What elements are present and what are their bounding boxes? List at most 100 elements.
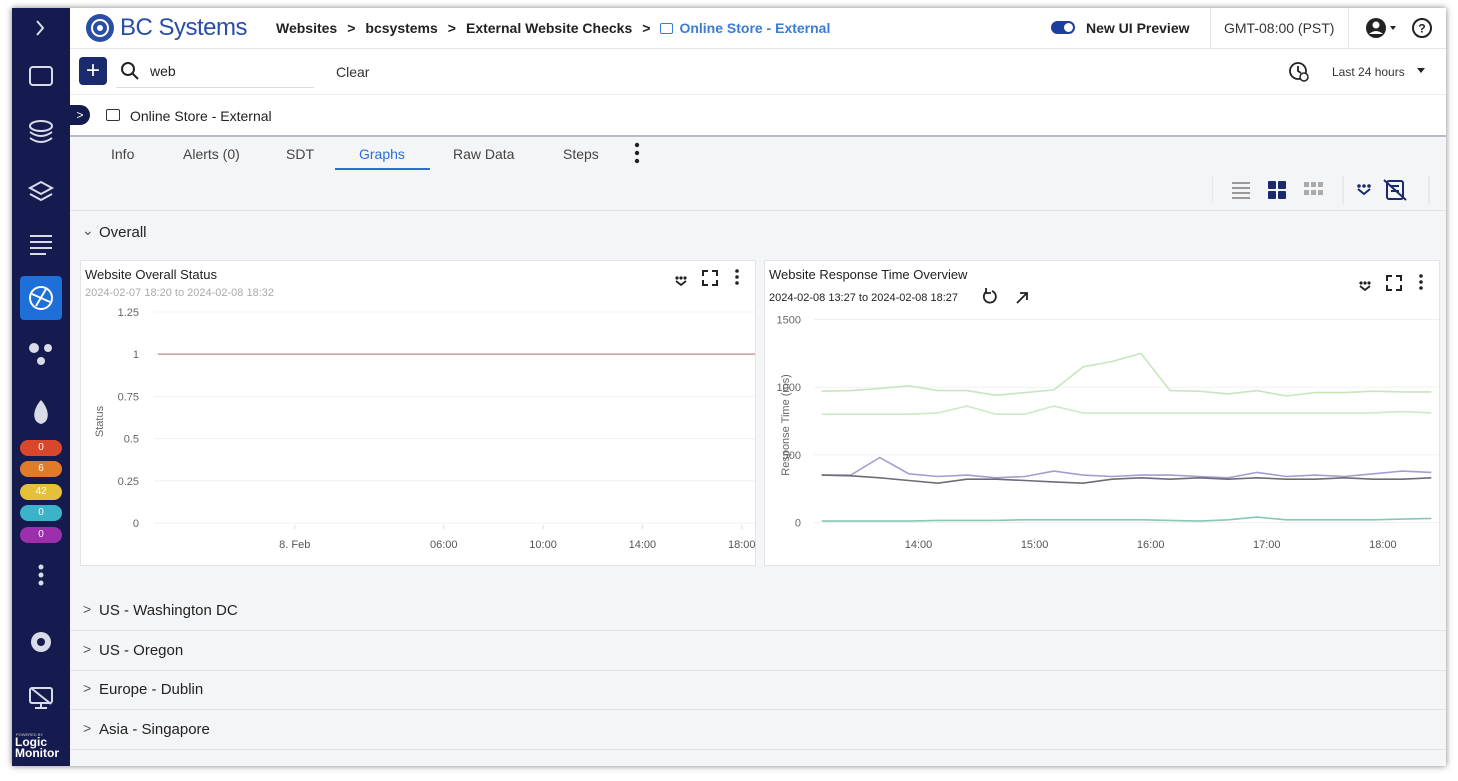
y-tick-label: 1500 bbox=[777, 315, 801, 327]
filter-icon[interactable] bbox=[675, 276, 686, 285]
caret[interactable] bbox=[1416, 67, 1426, 75]
y-tick-label: 0 bbox=[795, 517, 801, 529]
separator: > bbox=[347, 20, 355, 36]
section-row[interactable]: >Asia - Singapore bbox=[70, 710, 1446, 750]
topology-icon[interactable] bbox=[29, 343, 39, 353]
preview-toggle[interactable] bbox=[1051, 21, 1075, 34]
series-line bbox=[822, 353, 1432, 396]
layers-icon[interactable] bbox=[30, 182, 52, 200]
panel-menu[interactable] bbox=[1419, 274, 1423, 290]
breadcrumb[interactable]: bcsystems bbox=[365, 20, 437, 36]
y-tick-label: 0 bbox=[133, 518, 139, 530]
breadcrumb[interactable]: Websites bbox=[276, 20, 337, 36]
time-range[interactable]: Last 24 hours bbox=[1332, 65, 1405, 79]
vendor-logo: Logic Monitor bbox=[15, 737, 65, 759]
sidebar-icons bbox=[12, 8, 70, 766]
breadcrumb[interactable]: External Website Checks bbox=[466, 20, 632, 36]
y-tick-label: 0.75 bbox=[118, 391, 139, 403]
clear-button[interactable]: Clear bbox=[336, 64, 369, 80]
x-tick-label: 8. Feb bbox=[279, 539, 310, 551]
list-view[interactable] bbox=[1232, 183, 1250, 198]
tab[interactable]: Alerts (0) bbox=[183, 146, 240, 162]
search-underline bbox=[116, 87, 314, 88]
svg-text:?: ? bbox=[1418, 22, 1425, 36]
hide-icon[interactable] bbox=[1384, 180, 1406, 200]
search-icon bbox=[120, 61, 140, 81]
breadcrumb-current: Online Store - External bbox=[679, 20, 830, 36]
alerts-icon[interactable] bbox=[34, 400, 48, 424]
section-row[interactable]: >US - Oregon bbox=[70, 631, 1446, 671]
user-controls: ? bbox=[1362, 16, 1442, 40]
badge[interactable]: 0 bbox=[20, 505, 62, 521]
open-icon[interactable] bbox=[1017, 293, 1027, 303]
y-tick-label: 1000 bbox=[777, 382, 801, 394]
view-toolbar bbox=[1212, 172, 1442, 208]
dense-grid-view[interactable] bbox=[1304, 182, 1323, 195]
expand-tree[interactable]: > bbox=[70, 105, 90, 125]
tab[interactable]: SDT bbox=[286, 146, 314, 162]
chart-subtitle: 2024-02-08 13:27 to 2024-02-08 18:27 bbox=[769, 292, 958, 304]
brand-name[interactable]: BC Systems bbox=[120, 14, 247, 42]
section-row[interactable]: >Europe - Dublin bbox=[70, 670, 1446, 710]
y-tick-label: 0.25 bbox=[118, 476, 139, 488]
resources-icon[interactable] bbox=[30, 121, 52, 131]
chart: Website Overall Status2024-02-07 18:20 t… bbox=[81, 261, 755, 565]
add-button[interactable]: + bbox=[79, 57, 107, 85]
badge[interactable]: 6 bbox=[20, 461, 62, 477]
time-icon[interactable] bbox=[1288, 61, 1310, 83]
timezone[interactable]: GMT-08:00 (PST) bbox=[1224, 20, 1334, 36]
badge[interactable]: 42 bbox=[20, 484, 62, 500]
panel-actions bbox=[1359, 274, 1422, 290]
expand-icon[interactable] bbox=[37, 21, 43, 35]
grid-view-active[interactable] bbox=[1268, 181, 1286, 199]
section-title: Asia - Singapore bbox=[99, 721, 210, 738]
website-icon bbox=[660, 23, 673, 34]
breadcrumbs: Websites > bcsystems > External Website Ch… bbox=[276, 20, 830, 36]
separator: > bbox=[448, 20, 456, 36]
filter-icon[interactable] bbox=[1359, 281, 1370, 290]
badge[interactable]: 0 bbox=[20, 527, 62, 543]
panel-menu[interactable] bbox=[735, 269, 739, 285]
logs-icon[interactable] bbox=[30, 236, 52, 254]
badge[interactable]: 0 bbox=[20, 440, 62, 456]
tab[interactable]: Raw Data bbox=[453, 146, 514, 162]
chart-title: Website Response Time Overview bbox=[769, 267, 968, 282]
collapse-chevron[interactable]: ⌄ bbox=[82, 222, 94, 239]
divider bbox=[1348, 8, 1349, 48]
tab-more[interactable] bbox=[632, 142, 642, 166]
section-title[interactable]: Overall bbox=[99, 224, 147, 241]
dashboard-icon[interactable] bbox=[30, 67, 52, 85]
chart-subtitle: 2024-02-07 18:20 to 2024-02-08 18:32 bbox=[85, 287, 274, 299]
section-title: Europe - Dublin bbox=[99, 681, 203, 698]
series-line bbox=[822, 406, 1432, 414]
exit-icon[interactable] bbox=[30, 688, 52, 708]
x-tick-label: 18:00 bbox=[1369, 539, 1397, 551]
x-tick-label: 14:00 bbox=[629, 539, 657, 551]
tab[interactable]: Steps bbox=[563, 146, 599, 162]
y-axis-label: Status bbox=[94, 405, 106, 437]
chart: Website Response Time Overview 2024-02-08… bbox=[765, 261, 1439, 565]
top-bar: BC Systems Websites > bcsystems > External… bbox=[70, 8, 1446, 49]
filter-icon[interactable] bbox=[1357, 184, 1371, 194]
fullscreen-icon[interactable] bbox=[703, 271, 717, 285]
divider bbox=[70, 210, 1446, 211]
tab-active[interactable]: Graphs bbox=[359, 146, 405, 162]
series-line bbox=[822, 517, 1432, 521]
app: 0 6 42 0 0 POWERED BY Logic Monitor BC S… bbox=[12, 8, 1446, 766]
tab-underline bbox=[335, 168, 430, 170]
reset-icon[interactable] bbox=[984, 288, 996, 303]
fullscreen-icon[interactable] bbox=[1387, 276, 1401, 290]
brand-logo bbox=[84, 12, 116, 44]
search-input[interactable]: web bbox=[150, 63, 176, 79]
tab[interactable]: Info bbox=[111, 146, 134, 162]
y-tick-label: 500 bbox=[783, 450, 801, 462]
preview-label: New UI Preview bbox=[1086, 20, 1190, 36]
sidebar: 0 6 42 0 0 POWERED BY Logic Monitor bbox=[12, 8, 70, 766]
x-tick-label: 17:00 bbox=[1253, 539, 1281, 551]
more-icon[interactable] bbox=[39, 565, 44, 570]
y-tick-label: 1 bbox=[133, 349, 139, 361]
search-bar: + web Clear Last 24 hours bbox=[70, 49, 1446, 94]
graph-panel: Website Overall Status2024-02-07 18:20 t… bbox=[80, 260, 756, 566]
section-row[interactable]: >US - Washington DC bbox=[70, 591, 1446, 631]
divider bbox=[1210, 8, 1211, 48]
